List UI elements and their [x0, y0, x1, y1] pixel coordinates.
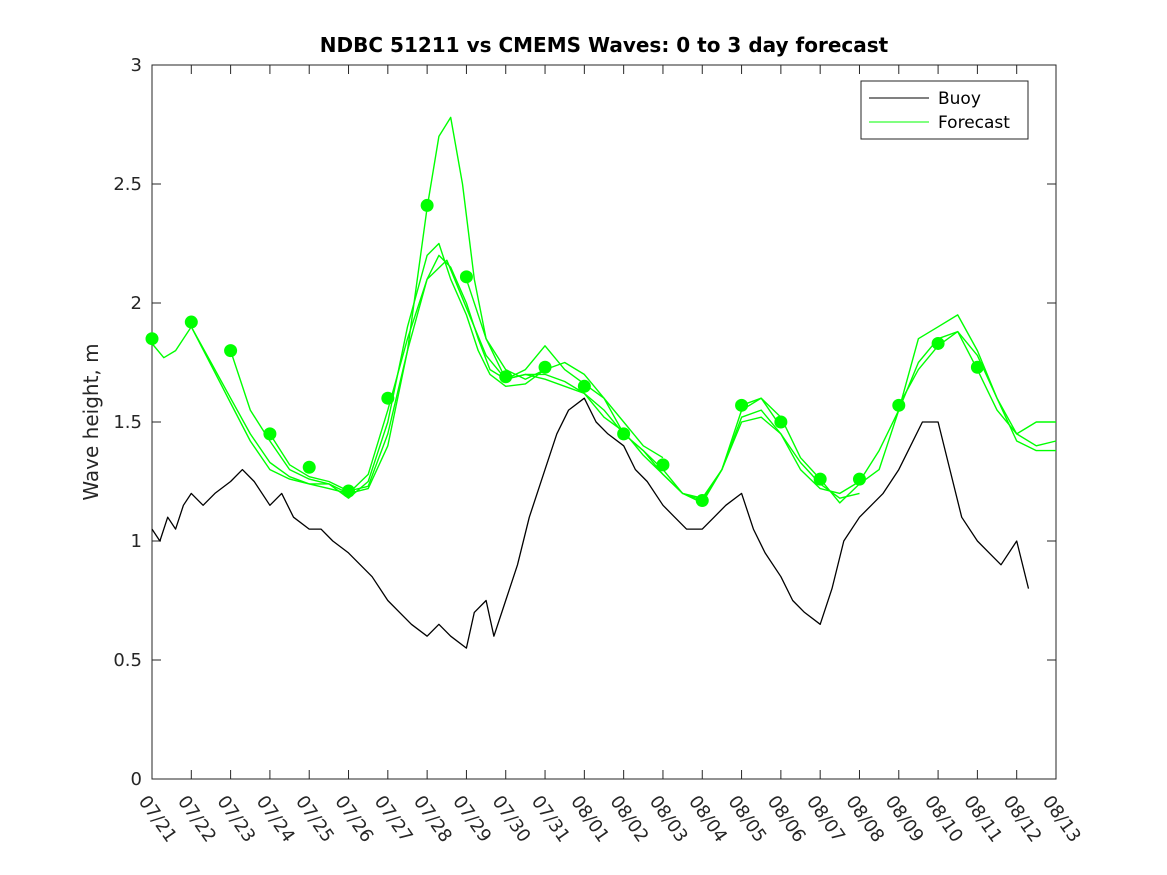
- forecast-marker: [499, 370, 513, 384]
- forecast-marker: [892, 398, 906, 412]
- series-line-forecast: [269, 259, 782, 504]
- y-tick-label: 0.5: [113, 650, 142, 671]
- forecast-marker: [302, 460, 316, 474]
- y-tick-label: 3: [131, 55, 142, 76]
- legend-box: [860, 80, 1029, 140]
- y-tick-label: 1.5: [113, 412, 142, 433]
- y-tick-label: 2: [131, 293, 142, 314]
- series-line-buoy: [151, 397, 1030, 649]
- y-axis-label: Wave height, m: [79, 343, 103, 500]
- series-line-forecast: [190, 242, 546, 499]
- x-tick-label: 08/02: [606, 792, 653, 847]
- forecast-marker: [774, 415, 788, 429]
- forecast-marker: [224, 344, 238, 358]
- x-tick-label: 07/27: [370, 792, 417, 847]
- x-tick-label: 07/29: [448, 792, 495, 847]
- x-tick-label: 07/24: [252, 792, 299, 847]
- x-tick-label: 08/12: [999, 792, 1046, 847]
- x-tick-label: 07/31: [527, 792, 574, 847]
- y-axis: 0 0.5 1 1.5 2 2.5 3: [113, 55, 1056, 790]
- forecast-marker: [735, 398, 749, 412]
- y-tick-label: 0: [131, 769, 142, 790]
- forecast-marker: [145, 332, 159, 346]
- x-tick-label: 07/28: [409, 792, 456, 847]
- x-tick-label: 08/04: [684, 792, 731, 847]
- forecast-markers: [145, 198, 984, 508]
- forecast-marker: [538, 360, 552, 374]
- x-tick-label: 07/25: [291, 792, 338, 847]
- y-tick-label: 1: [131, 531, 142, 552]
- x-tick-label: 08/01: [566, 792, 613, 847]
- forecast-marker: [931, 336, 945, 350]
- x-tick-label: 08/08: [841, 792, 888, 847]
- x-tick-label: 07/30: [488, 792, 535, 847]
- x-tick-label: 08/13: [1038, 792, 1085, 847]
- x-tick-label: 08/06: [763, 792, 810, 847]
- x-tick-label: 08/07: [802, 792, 849, 847]
- x-tick-label: 08/10: [920, 792, 967, 847]
- legend-label-forecast: Forecast: [938, 113, 1010, 133]
- forecast-marker: [184, 315, 198, 329]
- legend: Buoy Forecast: [860, 80, 1029, 140]
- series-line-forecast: [151, 254, 1057, 502]
- forecast-marker: [617, 427, 631, 441]
- y-tick-label: 2.5: [113, 174, 142, 195]
- chart-title: NDBC 51211 vs CMEMS Waves: 0 to 3 day fo…: [320, 33, 889, 57]
- x-tick-label: 07/26: [330, 792, 377, 847]
- forecast-marker: [420, 198, 434, 212]
- plot-area: [151, 64, 1057, 780]
- x-tick-label: 08/05: [723, 792, 770, 847]
- forecast-marker: [459, 270, 473, 284]
- x-tick-label: 07/23: [213, 792, 260, 847]
- forecast-marker: [813, 472, 827, 486]
- forecast-marker: [656, 458, 670, 472]
- forecast-marker: [695, 494, 709, 508]
- x-tick-label: 07/21: [134, 792, 181, 847]
- forecast-marker: [852, 472, 866, 486]
- x-tick-label: 07/22: [173, 792, 220, 847]
- forecast-marker: [970, 360, 984, 374]
- forecast-marker: [381, 391, 395, 405]
- x-tick-label: 08/03: [645, 792, 692, 847]
- forecast-marker: [263, 427, 277, 441]
- forecast-marker: [577, 379, 591, 393]
- series-line-forecast: [229, 116, 664, 495]
- x-tick-label: 08/09: [881, 792, 928, 847]
- forecast-marker: [342, 484, 356, 498]
- legend-label-buoy: Buoy: [938, 89, 981, 109]
- x-tick-label: 08/11: [959, 792, 1006, 847]
